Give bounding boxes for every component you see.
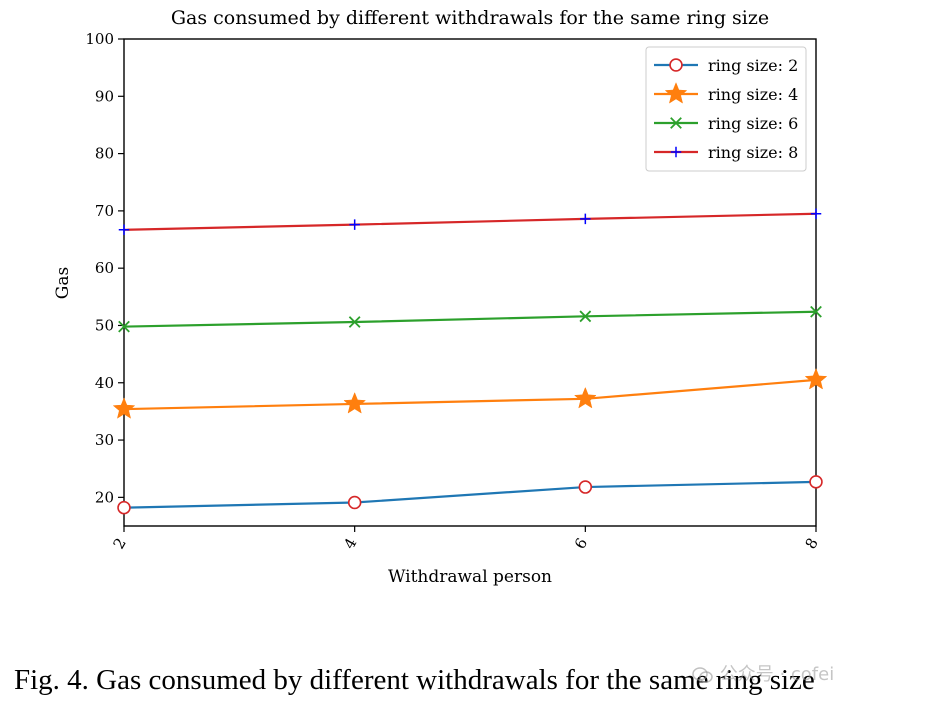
data-point-star	[664, 82, 688, 104]
series-line	[123, 310, 817, 328]
data-point-plus	[810, 208, 822, 219]
legend: ring size: 2 ring size: 4 ring size: 6 ring…	[645, 46, 807, 172]
data-point-circle	[809, 475, 823, 489]
y-tick-label: 60	[95, 259, 114, 277]
data-point-circle	[578, 480, 593, 494]
series-line	[123, 212, 817, 231]
data-point-x	[118, 320, 130, 333]
legend-label: ring size: 2	[708, 56, 798, 75]
data-point-star	[343, 392, 367, 414]
data-point-star	[112, 397, 136, 419]
y-axis-label: Gas	[53, 267, 73, 299]
data-point-plus	[349, 219, 360, 230]
y-tick-label: 30	[95, 431, 114, 449]
x-tick-label: 8	[801, 535, 821, 552]
x-tick-label: 6	[571, 535, 591, 552]
figure-caption: Fig. 4. Gas consumed by different withdr…	[14, 664, 815, 696]
watermark: 公众号 · cofei	[692, 660, 834, 686]
y-tick-label: 100	[85, 30, 114, 48]
y-tick-label: 80	[95, 145, 114, 163]
series-line	[123, 378, 817, 411]
data-point-plus	[670, 146, 682, 158]
watermark-text: 公众号 · cofei	[719, 664, 835, 685]
plot-area: 20 30 40 50 60 70 80 90 100 2 4 6 8	[85, 30, 828, 552]
legend-label: ring size: 8	[708, 143, 798, 162]
data-point-star	[573, 386, 597, 409]
y-tick-label: 70	[95, 202, 114, 220]
legend-label: ring size: 6	[708, 114, 798, 133]
data-point-plus	[118, 224, 130, 236]
y-tick-label: 50	[95, 316, 114, 334]
data-point-star	[804, 367, 828, 390]
line-chart: Gas consumed by different withdrawals fo…	[53, 7, 828, 587]
y-tick-label: 20	[95, 488, 114, 506]
wechat-icon	[692, 667, 713, 683]
data-point-x	[348, 316, 361, 328]
legend-box	[645, 46, 807, 172]
data-point-x	[810, 305, 822, 318]
x-tick-label: 4	[340, 535, 360, 552]
data-point-x	[579, 310, 592, 323]
series-line	[123, 480, 817, 509]
data-point-plus	[580, 213, 591, 225]
data-point-circle	[669, 58, 683, 72]
legend-label: ring size: 4	[708, 85, 798, 104]
plot-frame	[123, 38, 817, 527]
data-point-x	[670, 117, 682, 129]
data-point-circle	[117, 500, 131, 515]
y-tick-label: 90	[95, 87, 114, 105]
data-point-circle	[347, 495, 362, 510]
y-tick-label: 40	[95, 374, 114, 392]
x-tick-label: 2	[109, 535, 129, 552]
x-axis-label: Withdrawal person	[388, 567, 552, 587]
chart-title: Gas consumed by different withdrawals fo…	[171, 7, 769, 29]
